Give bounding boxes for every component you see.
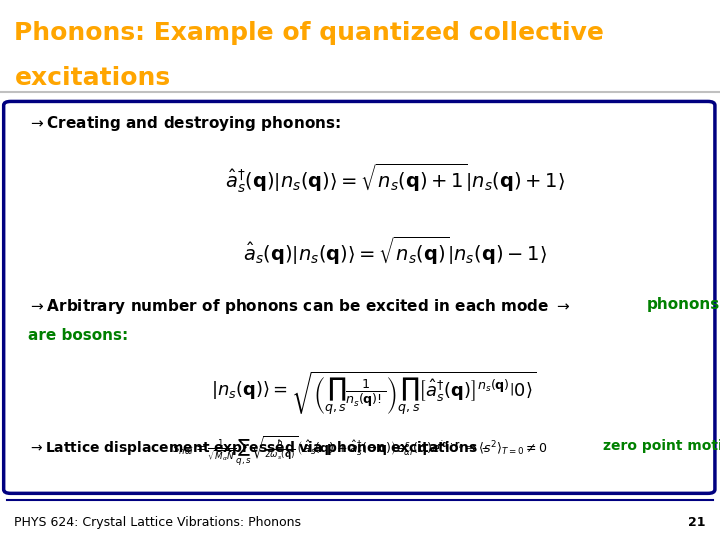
Text: phonons: phonons — [647, 297, 720, 312]
Text: $\rightarrow$Arbitrary number of phonons can be excited in each mode $\rightarro: $\rightarrow$Arbitrary number of phonons… — [28, 297, 575, 316]
Text: zero point motion!: zero point motion! — [603, 439, 720, 453]
Text: Phonons: Example of quantized collective: Phonons: Example of quantized collective — [14, 22, 604, 45]
Text: PHYS 624: Crystal Lattice Vibrations: Phonons: PHYS 624: Crystal Lattice Vibrations: Ph… — [14, 516, 302, 530]
Text: $\hat{a}_{s}(\mathbf{q})\left|n_{s}(\mathbf{q})\right\rangle = \sqrt{n_{s}(\math: $\hat{a}_{s}(\mathbf{q})\left|n_{s}(\mat… — [243, 235, 547, 267]
Text: are bosons:: are bosons: — [28, 328, 129, 343]
Text: 21: 21 — [688, 516, 706, 530]
Text: excitations: excitations — [14, 66, 171, 90]
Text: $\left|n_{s}(\mathbf{q})\right\rangle = \sqrt{\left(\prod_{q,s}\frac{1}{n_{s}(\m: $\left|n_{s}(\mathbf{q})\right\rangle = … — [212, 369, 537, 417]
Text: $s_{n\alpha i} = \frac{1}{\sqrt{M_{\alpha}N}}\sum_{q,s}\sqrt{\frac{\hbar}{2\omeg: $s_{n\alpha i} = \frac{1}{\sqrt{M_{\alph… — [172, 435, 548, 468]
FancyBboxPatch shape — [4, 102, 715, 494]
Text: $\rightarrow$Creating and destroying phonons:: $\rightarrow$Creating and destroying pho… — [28, 114, 341, 133]
Text: $\hat{a}^{\dagger}_{s}(\mathbf{q})\left|n_{s}(\mathbf{q})\right\rangle = \sqrt{n: $\hat{a}^{\dagger}_{s}(\mathbf{q})\left|… — [225, 161, 565, 194]
Text: $\rightarrow$Lattice displacement expressed via phonon excitations –: $\rightarrow$Lattice displacement expres… — [28, 439, 491, 457]
